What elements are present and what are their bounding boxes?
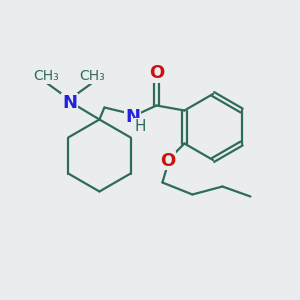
- Text: N: N: [125, 107, 140, 125]
- Text: H: H: [135, 119, 146, 134]
- Text: CH₃: CH₃: [34, 70, 59, 83]
- Text: O: O: [149, 64, 164, 82]
- Text: N: N: [62, 94, 77, 112]
- Text: CH₃: CH₃: [80, 70, 105, 83]
- Text: O: O: [160, 152, 175, 169]
